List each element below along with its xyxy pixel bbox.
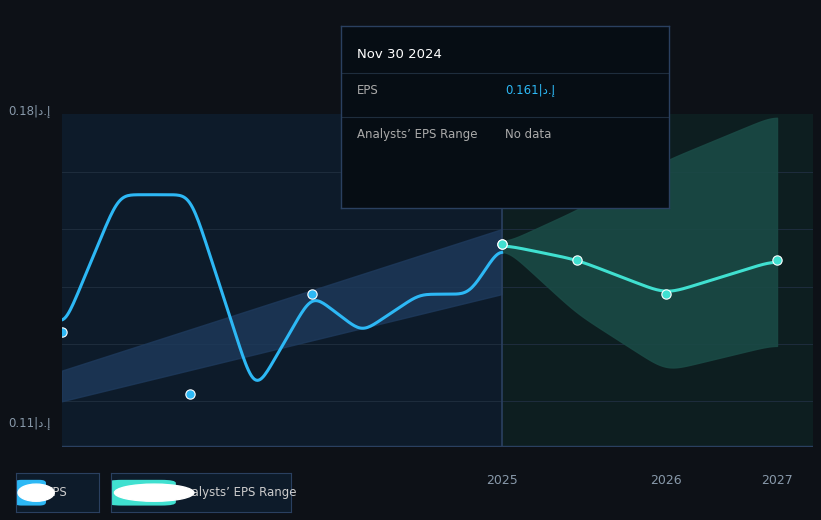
Point — [55, 328, 68, 336]
Circle shape — [18, 484, 54, 501]
Point — [495, 240, 508, 249]
Text: 2026: 2026 — [650, 474, 682, 487]
Text: Analysts’ EPS Range: Analysts’ EPS Range — [176, 486, 296, 499]
Text: 0.18|د.إ: 0.18|د.إ — [8, 105, 50, 119]
Text: 0.161|د.إ: 0.161|د.إ — [505, 84, 555, 97]
Text: 2025: 2025 — [486, 474, 517, 487]
Point — [659, 290, 672, 298]
Point — [770, 256, 783, 264]
Point — [184, 389, 197, 398]
Text: EPS: EPS — [357, 84, 378, 97]
Text: No data: No data — [505, 128, 551, 141]
Point — [570, 256, 583, 264]
Point — [495, 240, 508, 249]
Text: Analysts Forecasts: Analysts Forecasts — [509, 118, 618, 131]
Circle shape — [114, 484, 194, 501]
Text: Analysts’ EPS Range: Analysts’ EPS Range — [357, 128, 478, 141]
Text: Actual: Actual — [457, 118, 494, 131]
Text: EPS: EPS — [46, 486, 67, 499]
Text: Nov 30 2024: Nov 30 2024 — [357, 48, 442, 61]
FancyBboxPatch shape — [108, 480, 176, 505]
Text: 2024: 2024 — [181, 474, 213, 487]
Text: 0.11|د.إ: 0.11|د.إ — [8, 417, 51, 431]
Point — [305, 290, 319, 298]
FancyBboxPatch shape — [15, 480, 46, 505]
Bar — [502, 114, 813, 447]
Text: 2027: 2027 — [761, 474, 793, 487]
